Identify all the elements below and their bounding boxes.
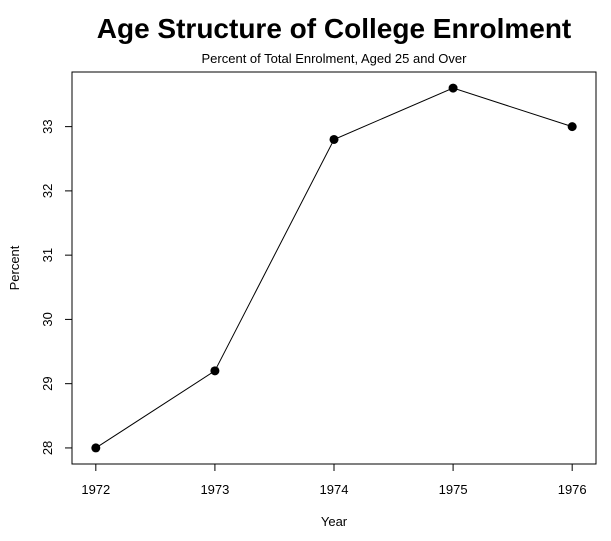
data-point-1973 xyxy=(210,366,220,376)
y-tick-label-2: 30 xyxy=(40,312,55,326)
y-tick-label-1: 29 xyxy=(40,376,55,390)
x-tick-label-0: 1972 xyxy=(81,482,110,497)
y-axis: 28 29 30 31 32 33 xyxy=(40,119,72,455)
y-tick-label-0: 28 xyxy=(40,441,55,455)
x-tick-label-2: 1974 xyxy=(320,482,349,497)
x-tick-label-1: 1973 xyxy=(200,482,229,497)
chart-title: Age Structure of College Enrolment xyxy=(97,13,572,44)
y-tick-label-3: 31 xyxy=(40,248,55,262)
x-tick-label-4: 1976 xyxy=(558,482,587,497)
plot-frame xyxy=(71,71,597,465)
y-tick-label-5: 33 xyxy=(40,119,55,133)
y-axis-label: Percent xyxy=(7,245,22,290)
data-point-1972 xyxy=(91,443,101,453)
x-tick-label-3: 1975 xyxy=(439,482,468,497)
y-tick-label-4: 32 xyxy=(40,184,55,198)
x-axis-label: Year xyxy=(321,514,348,529)
data-point-1974 xyxy=(329,134,339,144)
x-axis: 1972 1973 1974 1975 1976 xyxy=(81,464,587,497)
chart-subtitle: Percent of Total Enrolment, Aged 25 and … xyxy=(202,51,468,66)
data-points xyxy=(91,83,577,453)
data-point-1976 xyxy=(567,122,577,132)
data-point-1975 xyxy=(448,83,458,93)
